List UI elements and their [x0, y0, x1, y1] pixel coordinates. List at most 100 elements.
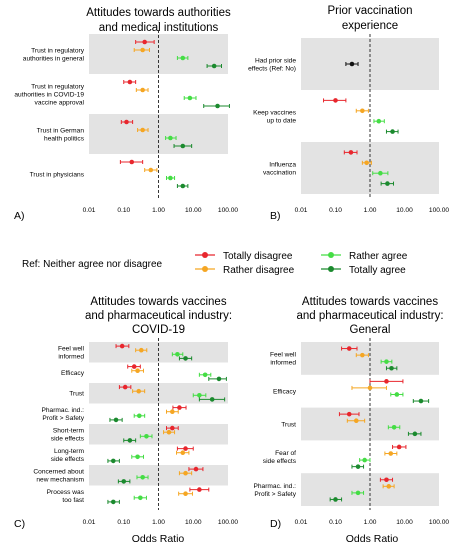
row-label: Pharmac. ind.: [41, 407, 84, 414]
point-totally-disagree [346, 346, 352, 351]
point-rather-agree [202, 372, 208, 378]
x-tick-label: 0.10 [329, 207, 342, 214]
point-rather-disagree [353, 418, 359, 424]
row-label: Feel well [58, 346, 85, 353]
legend-item-rather-agree: Rather agree [321, 251, 408, 262]
panel-b: Prior vaccination experience Had prior sid… [248, 5, 449, 222]
row-label: Trust in regulatory [31, 47, 85, 54]
row-label: Efficacy [273, 389, 297, 396]
row-label: side effects [51, 456, 85, 463]
point-rather-disagree [183, 470, 188, 476]
panel-label: D) [270, 518, 281, 530]
x-tick-label: 0.10 [117, 519, 130, 526]
legend-swatch-dot [202, 252, 208, 258]
point-totally-disagree [384, 379, 389, 384]
point-totally-agree [216, 376, 222, 382]
point-rather-agree [391, 424, 397, 430]
point-rather-disagree [364, 160, 369, 166]
row-label: Profit > Safety [254, 491, 296, 498]
legend-swatch-dot [328, 252, 334, 258]
panel-d: Attitudes towards vaccines and pharmaceut… [253, 296, 449, 530]
point-totally-agree [180, 143, 186, 149]
point-totally-disagree [142, 39, 147, 45]
x-tick-label: 100.00 [429, 207, 450, 214]
point-totally-agree [389, 365, 394, 371]
panel-label: B) [270, 210, 281, 222]
point-rather-disagree [166, 429, 172, 435]
panel-a: Attitudes towards authorities and medical… [14, 7, 238, 222]
row-label: side effects [51, 436, 85, 443]
x-tick-label: 1.00 [364, 519, 377, 526]
legend-item-totally-disagree: Totally disagree [195, 251, 293, 262]
point-rather-agree [135, 454, 140, 460]
row-label: Influenza [269, 161, 296, 168]
legend-label: Totally agree [349, 265, 406, 276]
panel-title-line: General [350, 324, 391, 336]
panel-label: A) [14, 210, 25, 222]
x-tick-label: 100.00 [218, 519, 239, 526]
row-label: vaccine approval [35, 99, 85, 106]
point-rather-disagree [140, 87, 145, 93]
point-rather-agree [175, 352, 180, 357]
legend-item-totally-agree: Totally agree [321, 265, 406, 276]
point-rather-disagree [360, 352, 365, 358]
point-rather-disagree [136, 388, 142, 394]
point-rather-disagree [180, 450, 186, 456]
point-totally-disagree [346, 411, 352, 417]
legend-ref-label: Ref: Neither agree nor disagree [22, 259, 163, 270]
point-totally-disagree [348, 150, 354, 155]
point-totally-agree [209, 397, 215, 402]
x-tick-label: 0.10 [117, 207, 130, 214]
point-rather-agree [138, 495, 143, 501]
x-tick-label: 10.00 [396, 519, 413, 526]
point-rather-disagree [360, 108, 365, 114]
x-tick-label: 1.00 [364, 207, 377, 214]
point-totally-agree [355, 464, 361, 469]
row-label: informed [58, 354, 84, 361]
point-rather-disagree [135, 368, 140, 374]
row-label: health politics [44, 135, 85, 142]
x-tick-label: 100.00 [218, 207, 239, 214]
point-totally-disagree [333, 98, 338, 103]
point-rather-agree [168, 135, 173, 141]
point-rather-agree [197, 393, 202, 398]
point-totally-disagree [127, 79, 133, 85]
x-tick-label: 0.01 [83, 519, 96, 526]
x-tick-label: 0.10 [329, 519, 342, 526]
point-totally-disagree [131, 364, 137, 369]
point-totally-agree [211, 63, 217, 69]
point-rather-agree [378, 170, 383, 176]
panel-label: C) [14, 518, 25, 530]
point-rather-agree [187, 95, 193, 101]
x-axis-title-c: Odds Ratio [132, 533, 185, 545]
point-totally-agree [385, 181, 390, 186]
row-label: effects (Ref: No) [248, 65, 296, 72]
row-label: Process was [47, 489, 85, 496]
point-totally-disagree [183, 446, 188, 451]
point-rather-disagree [386, 484, 392, 489]
panel-c: Attitudes towards vaccines and pharmaceut… [14, 296, 238, 530]
panel-title-line: and medical institutions [99, 22, 219, 34]
panel-title-line: COVID-19 [132, 324, 185, 336]
point-totally-disagree [170, 425, 175, 431]
x-tick-label: 0.01 [295, 207, 308, 214]
legend-swatch-dot [202, 266, 208, 272]
point-totally-agree [113, 417, 119, 423]
row-label: new mechanism [36, 477, 84, 484]
point-rather-disagree [140, 127, 145, 133]
point-totally-agree [127, 438, 133, 443]
point-totally-agree [110, 499, 116, 505]
x-tick-label: 10.00 [185, 519, 202, 526]
row-label: authorities in COVID-19 [14, 91, 84, 98]
row-label: Trust [281, 421, 296, 428]
point-yes [349, 61, 355, 67]
point-rather-agree [140, 475, 145, 480]
panel-title-line: and pharmaceutical industry: [296, 310, 443, 322]
row-label: Pharmac. ind.: [253, 483, 296, 490]
panel-title-line: Attitudes towards vaccines [302, 296, 438, 308]
x-tick-label: 1.00 [152, 207, 165, 214]
x-tick-label: 0.01 [83, 207, 96, 214]
panel-title-line: Attitudes towards vaccines [90, 296, 226, 308]
row-label: Trust [69, 391, 84, 398]
point-totally-agree [180, 183, 186, 189]
